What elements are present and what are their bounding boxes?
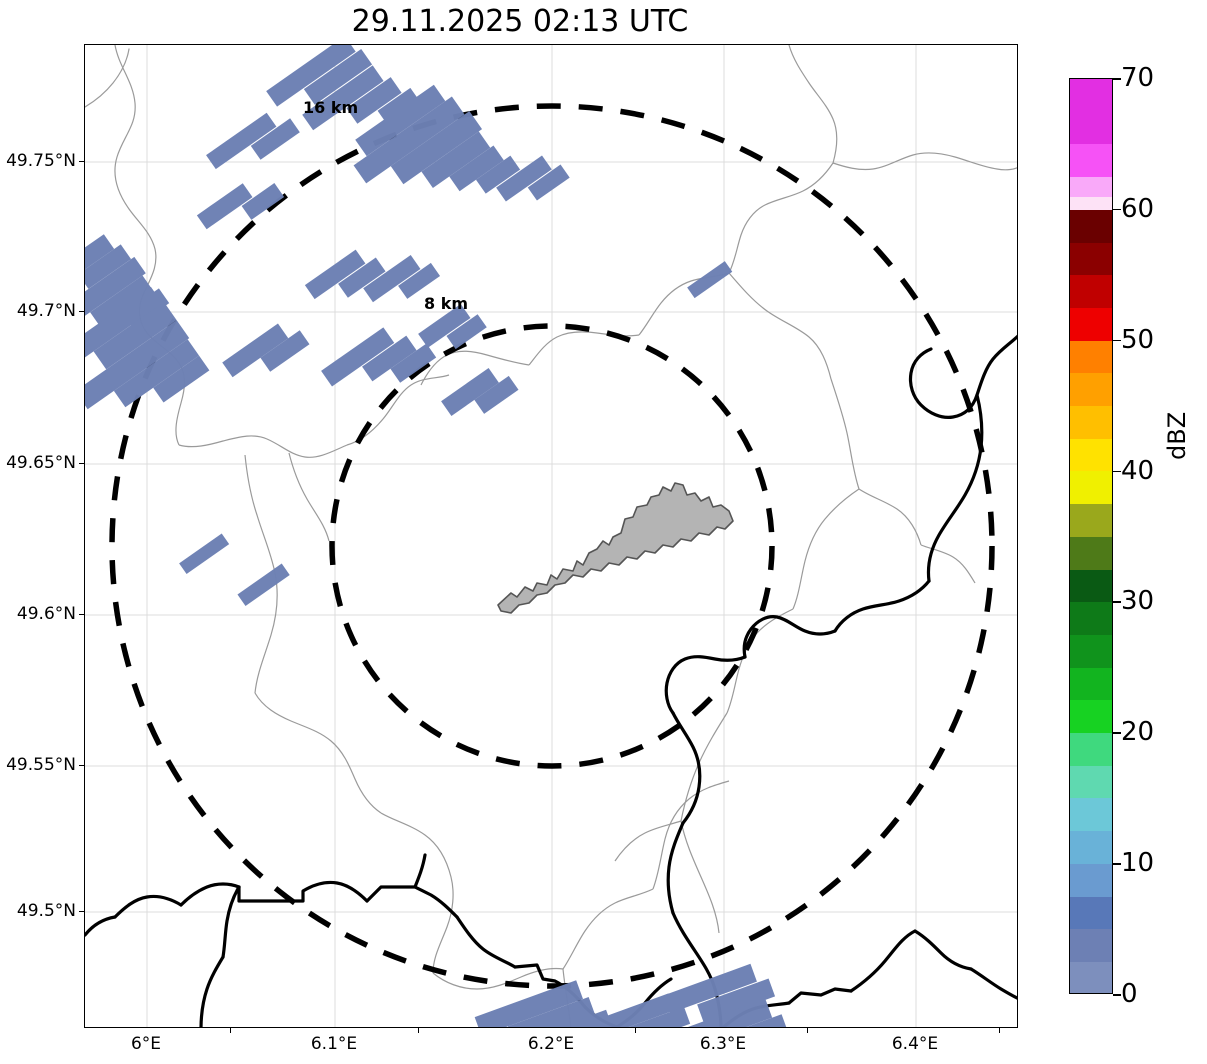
colorbar-band — [1070, 700, 1112, 734]
y-tickmark — [79, 765, 84, 767]
colorbar-band — [1070, 307, 1112, 341]
colorbar-band — [1070, 896, 1112, 930]
x-tick-label-1: 6.1°E — [310, 1034, 358, 1054]
colorbar-band — [1070, 177, 1112, 197]
range-ring-label-8km: 8 km — [424, 294, 469, 313]
colorbar-tickmark — [1113, 863, 1121, 865]
y-tickmark — [79, 311, 84, 313]
colorbar-band — [1070, 144, 1112, 178]
admin-boundaries — [114, 45, 1017, 1027]
map-canvas — [85, 45, 1017, 1027]
colorbar-band — [1070, 79, 1112, 145]
colorbar-tickmark — [1113, 601, 1121, 603]
colorbar-band — [1070, 831, 1112, 864]
x-tick-label-2: 6.2°E — [527, 1034, 575, 1054]
x-tickmark — [418, 1028, 420, 1033]
colorbar-band — [1070, 504, 1112, 537]
colorbar-band — [1070, 733, 1112, 766]
colorbar-band — [1070, 196, 1112, 210]
colorbar-band — [1070, 798, 1112, 832]
colorbar-band — [1070, 471, 1112, 505]
y-tick-label-2: 49.65°N — [6, 453, 76, 473]
map-plot-area[interactable] — [84, 44, 1018, 1028]
colorbar-tick-label: 50 — [1121, 324, 1155, 355]
x-tick-label-3: 6.3°E — [699, 1034, 747, 1054]
city-polygon — [497, 482, 734, 614]
colorbar-axis-label: dBZ — [1163, 411, 1191, 460]
y-tick-label-4: 49.55°N — [6, 755, 76, 775]
figure-title: 29.11.2025 02:13 UTC — [351, 4, 689, 39]
range-ring-8km — [329, 323, 775, 769]
colorbar-band — [1070, 340, 1112, 374]
colorbar-band — [1070, 438, 1112, 472]
y-tickmark — [79, 911, 84, 913]
colorbar-tick-label: 60 — [1121, 193, 1155, 224]
colorbar-band — [1070, 602, 1112, 635]
colorbar-band — [1070, 765, 1112, 799]
colorbar-band — [1070, 929, 1112, 962]
x-tickmark — [999, 1028, 1001, 1033]
x-tick-label-0: 6°E — [130, 1034, 162, 1054]
y-tick-label-1: 49.7°N — [16, 301, 76, 321]
colorbar-tickmark — [1113, 994, 1121, 996]
colorbar-band — [1070, 242, 1112, 276]
colorbar-band — [1070, 863, 1112, 897]
y-tickmark — [79, 161, 84, 163]
colorbar-tick-label: 20 — [1121, 717, 1155, 748]
colorbar-band — [1070, 634, 1112, 668]
national-borders — [85, 48, 1017, 1027]
colorbar-tickmark — [1113, 339, 1121, 342]
colorbar-band — [1070, 209, 1112, 243]
colorbar-band — [1070, 667, 1112, 701]
colorbar-band — [1070, 536, 1112, 570]
colorbar-tick-label: 40 — [1121, 455, 1155, 486]
colorbar-band — [1070, 962, 1112, 993]
colorbar-tick-label: 0 — [1121, 979, 1138, 1009]
x-tickmark — [635, 1028, 637, 1033]
x-tickmark — [807, 1028, 809, 1033]
colorbar-tickmark — [1113, 78, 1121, 80]
colorbar-band — [1070, 373, 1112, 407]
grid-lines — [85, 45, 1017, 1027]
range-ring-16km — [109, 103, 995, 989]
colorbar-band — [1070, 569, 1112, 603]
colorbar-tickmark — [1113, 732, 1121, 734]
colorbar-band — [1070, 406, 1112, 439]
range-ring-label-16km: 16 km — [303, 98, 359, 117]
colorbar-band — [1070, 275, 1112, 308]
y-tick-label-5: 49.5°N — [16, 901, 76, 921]
y-tick-label-0: 49.75°N — [6, 151, 76, 171]
colorbar-tick-label: 70 — [1121, 63, 1155, 93]
colorbar[interactable] — [1069, 78, 1113, 994]
y-tickmark — [79, 614, 84, 616]
radar-echo-layer — [85, 45, 788, 1027]
colorbar-tick-label: 10 — [1121, 848, 1155, 879]
x-tick-label-4: 6.4°E — [891, 1034, 939, 1054]
colorbar-tickmark — [1113, 208, 1121, 211]
colorbar-tick-label: 30 — [1121, 586, 1155, 617]
y-tick-label-3: 49.6°N — [16, 604, 76, 624]
y-tickmark — [79, 463, 84, 465]
x-tickmark — [230, 1028, 232, 1033]
colorbar-tickmark — [1113, 470, 1121, 473]
